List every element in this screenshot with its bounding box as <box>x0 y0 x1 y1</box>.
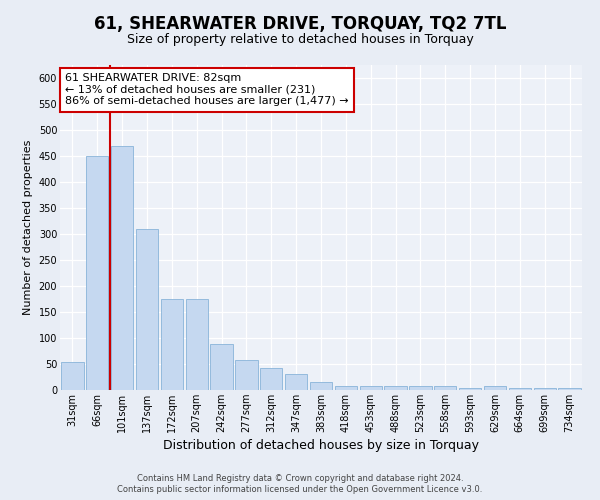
Text: Contains HM Land Registry data © Crown copyright and database right 2024.
Contai: Contains HM Land Registry data © Crown c… <box>118 474 482 494</box>
Text: Size of property relative to detached houses in Torquay: Size of property relative to detached ho… <box>127 32 473 46</box>
Bar <box>385 386 407 390</box>
Bar <box>211 344 233 390</box>
Bar <box>359 386 382 390</box>
Text: 61, SHEARWATER DRIVE, TORQUAY, TQ2 7TL: 61, SHEARWATER DRIVE, TORQUAY, TQ2 7TL <box>94 15 506 33</box>
Bar <box>235 360 257 390</box>
Bar <box>409 386 431 390</box>
Bar <box>533 388 556 390</box>
Bar <box>61 362 83 390</box>
Text: 61 SHEARWATER DRIVE: 82sqm
← 13% of detached houses are smaller (231)
86% of sem: 61 SHEARWATER DRIVE: 82sqm ← 13% of deta… <box>65 73 349 106</box>
Bar <box>459 388 481 390</box>
Bar <box>161 299 183 390</box>
Y-axis label: Number of detached properties: Number of detached properties <box>23 140 33 315</box>
Bar <box>434 386 457 390</box>
Bar <box>509 388 531 390</box>
Bar <box>310 382 332 390</box>
Bar <box>111 146 133 390</box>
Bar <box>559 388 581 390</box>
X-axis label: Distribution of detached houses by size in Torquay: Distribution of detached houses by size … <box>163 439 479 452</box>
Bar <box>136 229 158 390</box>
Bar <box>484 386 506 390</box>
Bar <box>285 374 307 390</box>
Bar <box>86 156 109 390</box>
Bar <box>260 368 283 390</box>
Bar <box>335 386 357 390</box>
Bar <box>185 299 208 390</box>
